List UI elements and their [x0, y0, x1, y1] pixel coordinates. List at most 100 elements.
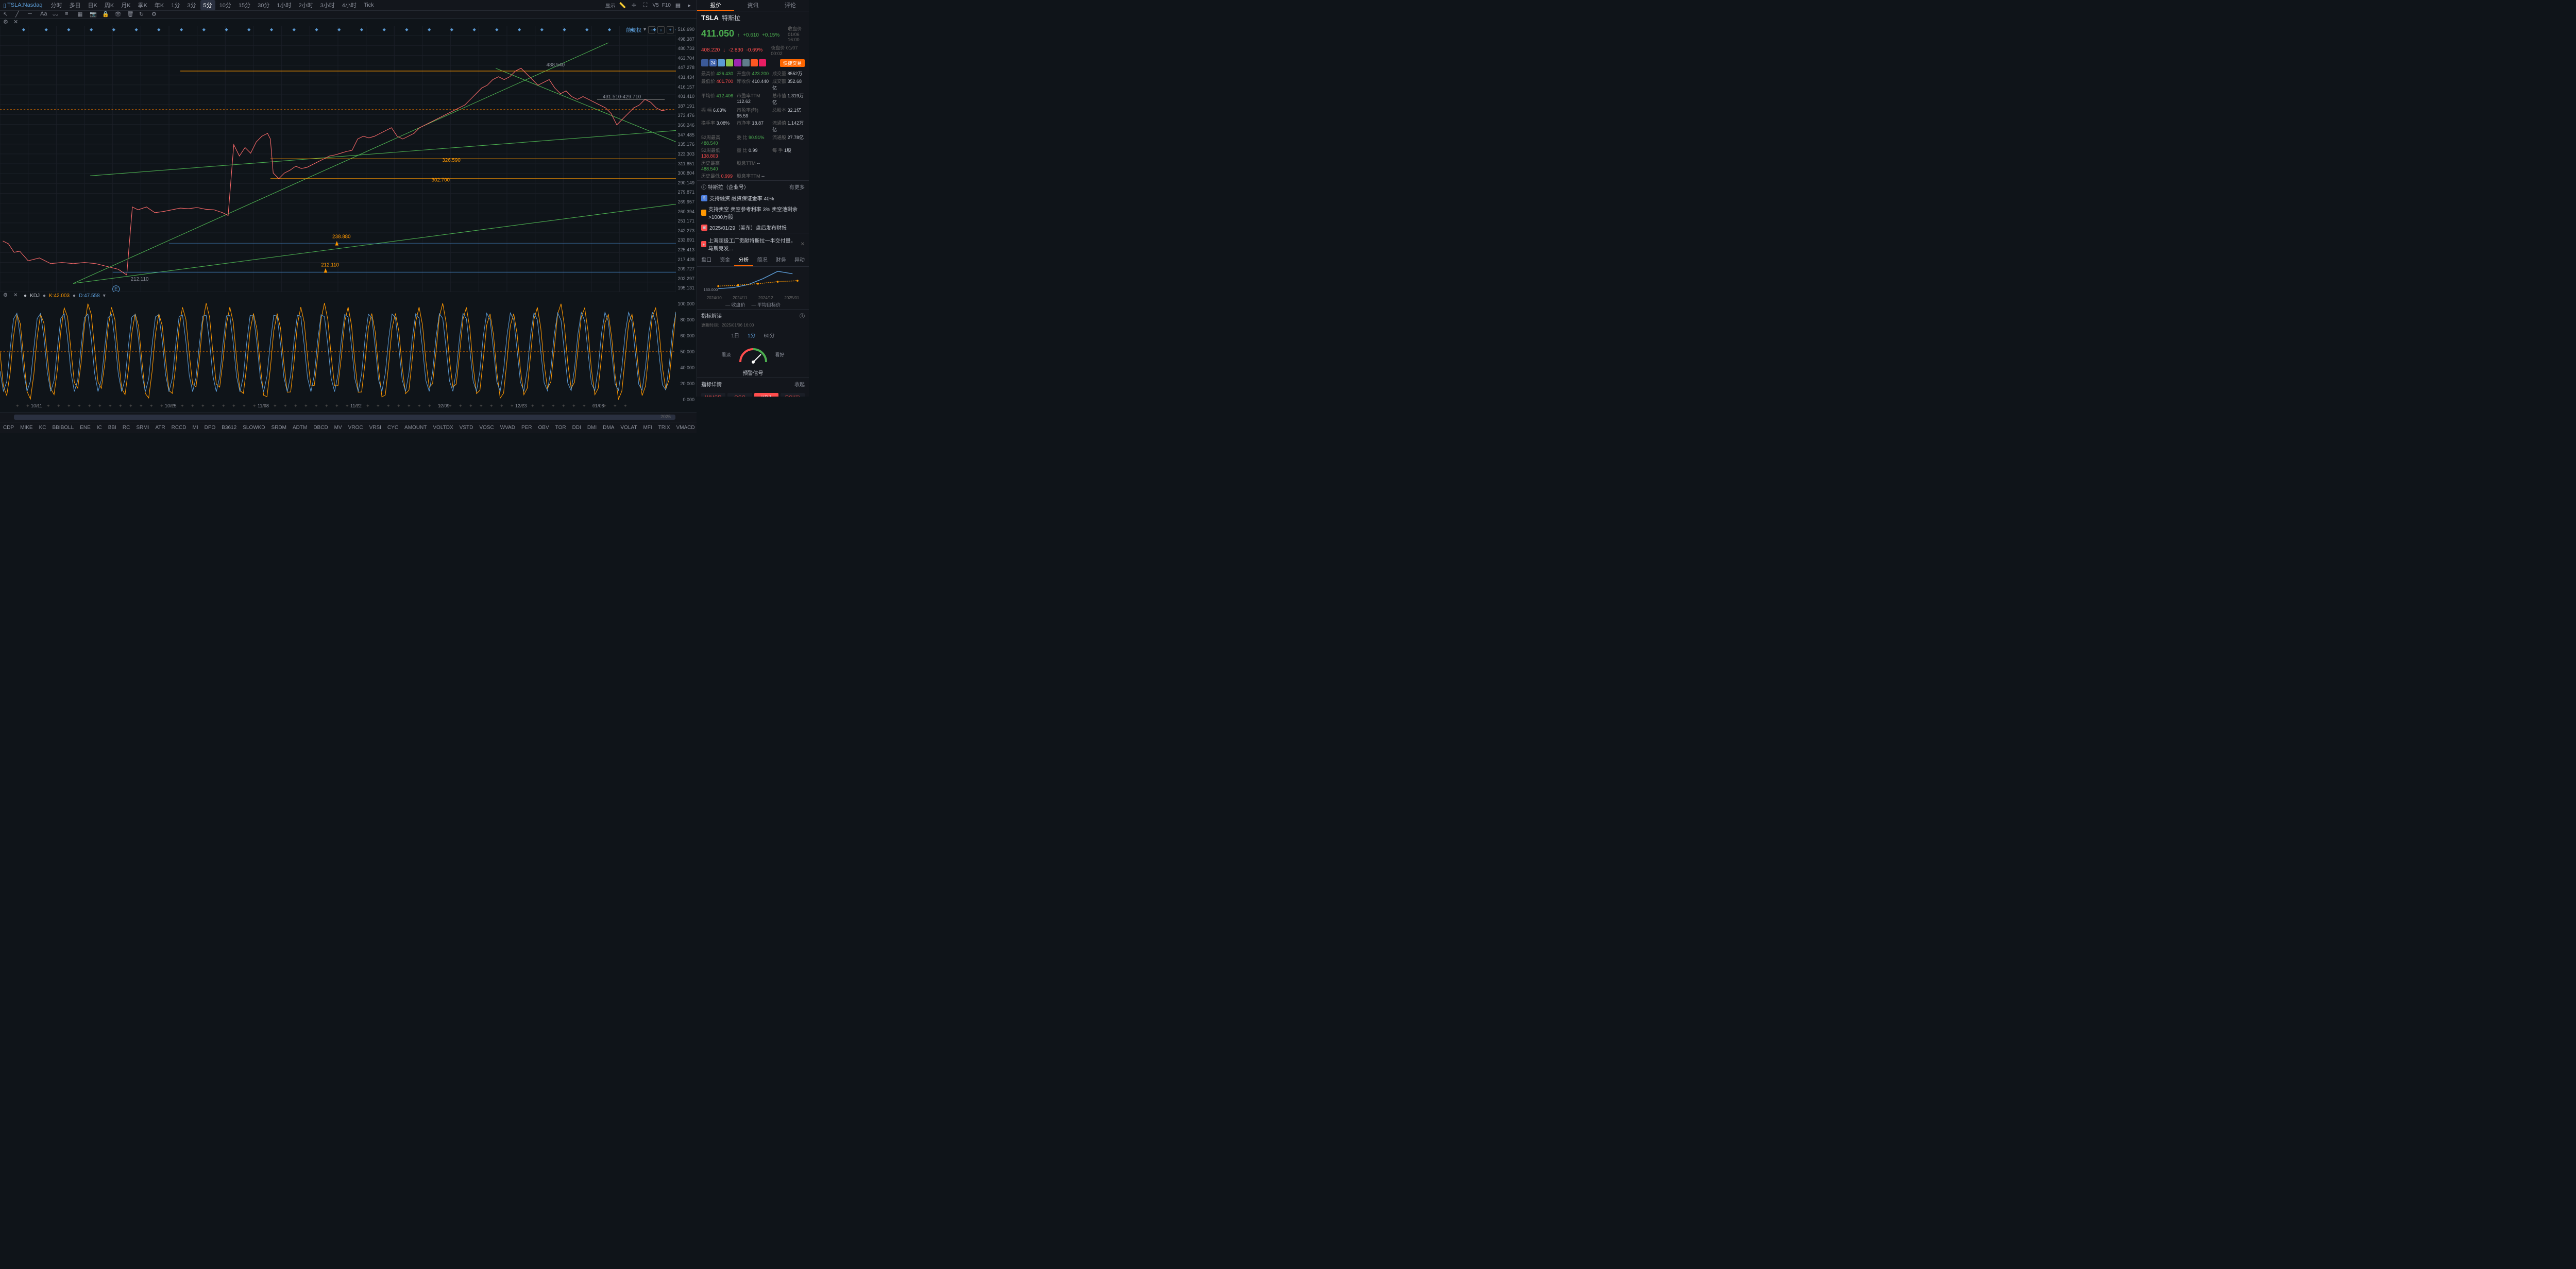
subtab-fenxi[interactable]: 分析: [734, 253, 753, 266]
v5-button[interactable]: V5: [653, 3, 659, 8]
indicator-wvad[interactable]: WVAD: [500, 425, 515, 431]
ind-btn-kdj[interactable]: KDJ: [754, 393, 778, 397]
info-badge[interactable]: 24: [709, 59, 717, 66]
info-badge[interactable]: [759, 59, 766, 66]
indicator-adtm[interactable]: ADTM: [293, 425, 307, 431]
tf-1m-sel[interactable]: 1分: [748, 331, 756, 339]
indicator-ene[interactable]: ENE: [80, 425, 91, 431]
refresh-icon[interactable]: ↻: [139, 11, 146, 18]
ind-btn-wmsr[interactable]: WMSR: [701, 393, 725, 397]
display-label[interactable]: 显示: [605, 2, 616, 9]
kdj-close-icon[interactable]: ✕: [13, 293, 21, 300]
tf-60m[interactable]: 60分: [764, 331, 775, 339]
tab-news[interactable]: 资讯: [734, 0, 771, 11]
indicator-dpo[interactable]: DPO: [205, 425, 216, 431]
interpret-info-icon[interactable]: ⓘ: [800, 312, 805, 319]
tf-fenshi[interactable]: 分时: [48, 0, 65, 10]
indicator-mv[interactable]: MV: [334, 425, 342, 431]
indicator-obv[interactable]: OBV: [538, 425, 549, 431]
indicator-cyc[interactable]: CYC: [387, 425, 398, 431]
zoom-out-icon[interactable]: −: [648, 26, 655, 33]
indicator-dma[interactable]: DMA: [603, 425, 614, 431]
subtab-caiwu[interactable]: 财务: [772, 253, 790, 266]
info-badge[interactable]: [742, 59, 750, 66]
indicator-ic[interactable]: IC: [97, 425, 102, 431]
main-chart-canvas[interactable]: 488.540 431.510-429.710 326.590 302.700 …: [0, 26, 676, 292]
indicator-ddi[interactable]: DDI: [572, 425, 581, 431]
tab-comment[interactable]: 评论: [772, 0, 809, 11]
chart-close-icon[interactable]: ✕: [13, 19, 21, 26]
indicator-mi[interactable]: MI: [192, 425, 198, 431]
news-close-icon[interactable]: ✕: [801, 242, 805, 247]
time-scroll-bar[interactable]: 2025: [0, 413, 697, 422]
tf-1m[interactable]: 1分: [168, 0, 183, 10]
zoom-reset-icon[interactable]: ○: [657, 26, 665, 33]
indicator-vstd[interactable]: VSTD: [460, 425, 473, 431]
tf-jik[interactable]: 季K: [135, 0, 150, 10]
ruler-icon[interactable]: 📏: [619, 1, 627, 9]
tf-4h[interactable]: 4小时: [339, 0, 360, 10]
info-badge[interactable]: [726, 59, 733, 66]
text-icon[interactable]: Aa: [40, 11, 47, 18]
adjust-type-label[interactable]: 前复权: [626, 26, 641, 33]
subtab-yidong[interactable]: 异动: [790, 253, 809, 266]
tf-rik[interactable]: 日K: [85, 0, 100, 10]
indicator-vmacd[interactable]: VMACD: [676, 425, 694, 431]
crosshair-icon[interactable]: ✛: [630, 1, 638, 9]
horizontal-line-icon[interactable]: ─: [28, 11, 35, 18]
indicator-kc[interactable]: KC: [39, 425, 46, 431]
tf-1h[interactable]: 1小时: [274, 0, 294, 10]
subtab-jiankuang[interactable]: 简况: [753, 253, 772, 266]
indicator-dmi[interactable]: DMI: [587, 425, 597, 431]
more-button[interactable]: 有更多: [789, 183, 805, 191]
indicator-amount[interactable]: AMOUNT: [404, 425, 427, 431]
indicator-b3612[interactable]: B3612: [222, 425, 236, 431]
indicator-slowkd[interactable]: SLOWKD: [243, 425, 265, 431]
indicator-per[interactable]: PER: [521, 425, 532, 431]
collapse-button[interactable]: 收起: [794, 380, 805, 388]
ind-btn-osc[interactable]: OSC: [727, 393, 752, 397]
indicator-srmi[interactable]: SRMI: [136, 425, 149, 431]
chart-settings-icon[interactable]: ⚙: [3, 19, 10, 26]
kdj-settings-icon[interactable]: ⚙: [3, 293, 10, 300]
tf-duori[interactable]: 多日: [66, 0, 84, 10]
indicator-tor[interactable]: TOR: [555, 425, 566, 431]
ind-btn-rsi(6)[interactable]: RSI(6): [781, 393, 805, 397]
f10-button[interactable]: F10: [662, 3, 671, 8]
indicator-vroc[interactable]: VROC: [348, 425, 363, 431]
tf-2h[interactable]: 2小时: [296, 0, 316, 10]
indicator-mike[interactable]: MIKE: [20, 425, 32, 431]
news-headline[interactable]: 上海超级工厂贡献特斯拉一半交付量，马斯克发...: [708, 236, 799, 252]
trash-icon[interactable]: 🗑: [127, 11, 134, 18]
ticker-symbol[interactable]: TSLA:Nasdaq: [7, 2, 42, 8]
kdj-chart-canvas[interactable]: [0, 300, 676, 403]
fib-icon[interactable]: ≡: [65, 11, 72, 18]
indicator-mfi[interactable]: MFI: [643, 425, 652, 431]
calc-icon[interactable]: ▦: [77, 11, 84, 18]
tf-yuek[interactable]: 月K: [118, 0, 133, 10]
indicator-cdp[interactable]: CDP: [3, 425, 14, 431]
tf-30m[interactable]: 30分: [255, 0, 273, 10]
tf-niank[interactable]: 年K: [151, 0, 167, 10]
subtab-zijin[interactable]: 资金: [716, 253, 734, 266]
tab-quote[interactable]: 报价: [697, 0, 734, 11]
gear-icon[interactable]: ⚙: [151, 11, 159, 18]
indicator-srdm[interactable]: SRDM: [272, 425, 286, 431]
camera-icon[interactable]: 📷: [90, 11, 97, 18]
tf-5m[interactable]: 5分: [200, 0, 215, 10]
indicator-rc[interactable]: RC: [123, 425, 130, 431]
grid-icon[interactable]: ▦: [674, 1, 682, 9]
tf-tick[interactable]: Tick: [361, 1, 377, 9]
indicator-atr[interactable]: ATR: [155, 425, 165, 431]
tf-15m[interactable]: 15分: [235, 0, 253, 10]
tf-1d[interactable]: 1日: [731, 331, 739, 339]
quick-trade-button[interactable]: 快捷交易: [780, 59, 805, 67]
indicator-vosc[interactable]: VOSC: [479, 425, 494, 431]
indicator-rccd[interactable]: RCCD: [172, 425, 187, 431]
indicator-bbiboll[interactable]: BBIBOLL: [52, 425, 74, 431]
info-badge[interactable]: [701, 59, 708, 66]
info-badge[interactable]: [734, 59, 741, 66]
indicator-volat[interactable]: VOLAT: [620, 425, 637, 431]
eye-icon[interactable]: 👁: [114, 11, 122, 18]
cursor-icon[interactable]: ↖: [3, 11, 10, 18]
